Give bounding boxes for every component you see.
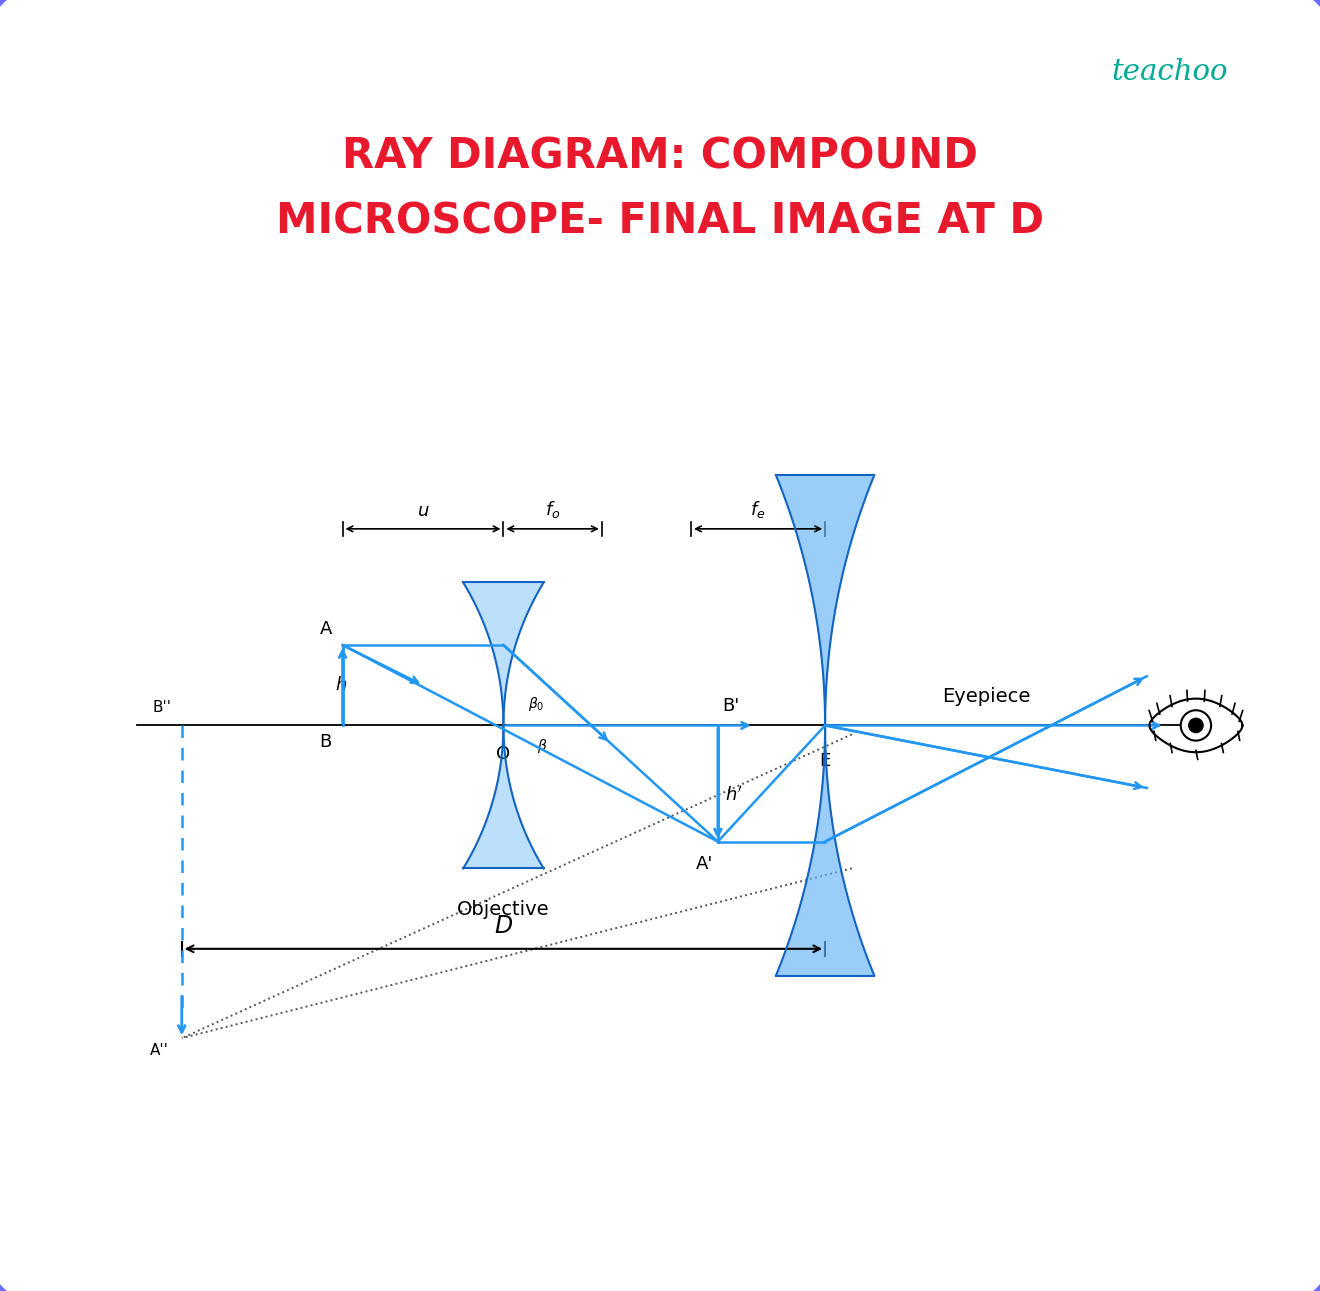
- Text: $u$: $u$: [417, 502, 429, 520]
- Polygon shape: [463, 582, 544, 869]
- Text: $h$: $h$: [335, 676, 347, 695]
- Text: B: B: [319, 732, 331, 750]
- Text: $D$: $D$: [494, 914, 513, 939]
- Text: Objective: Objective: [457, 900, 549, 919]
- Text: MICROSCOPE- FINAL IMAGE AT D: MICROSCOPE- FINAL IMAGE AT D: [276, 200, 1044, 243]
- Circle shape: [1180, 710, 1212, 741]
- Text: B': B': [722, 697, 739, 715]
- Text: $\beta_0$: $\beta_0$: [528, 695, 545, 713]
- Text: A: A: [319, 620, 331, 638]
- Text: O: O: [496, 745, 511, 763]
- Text: A'': A'': [149, 1043, 169, 1057]
- Text: $f_o$: $f_o$: [545, 498, 560, 520]
- Circle shape: [1189, 718, 1203, 732]
- Text: A': A': [696, 855, 713, 873]
- Text: E: E: [820, 753, 830, 771]
- Text: RAY DIAGRAM: COMPOUND: RAY DIAGRAM: COMPOUND: [342, 136, 978, 178]
- Polygon shape: [776, 475, 874, 976]
- Text: $\beta$: $\beta$: [537, 737, 548, 755]
- Text: Eyepiece: Eyepiece: [941, 687, 1030, 706]
- Text: $h'$: $h'$: [725, 786, 743, 804]
- Text: $f_e$: $f_e$: [750, 498, 766, 520]
- Text: B'': B'': [152, 700, 172, 715]
- Text: teachoo: teachoo: [1111, 58, 1228, 86]
